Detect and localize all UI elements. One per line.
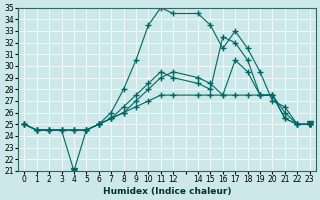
- X-axis label: Humidex (Indice chaleur): Humidex (Indice chaleur): [103, 187, 231, 196]
